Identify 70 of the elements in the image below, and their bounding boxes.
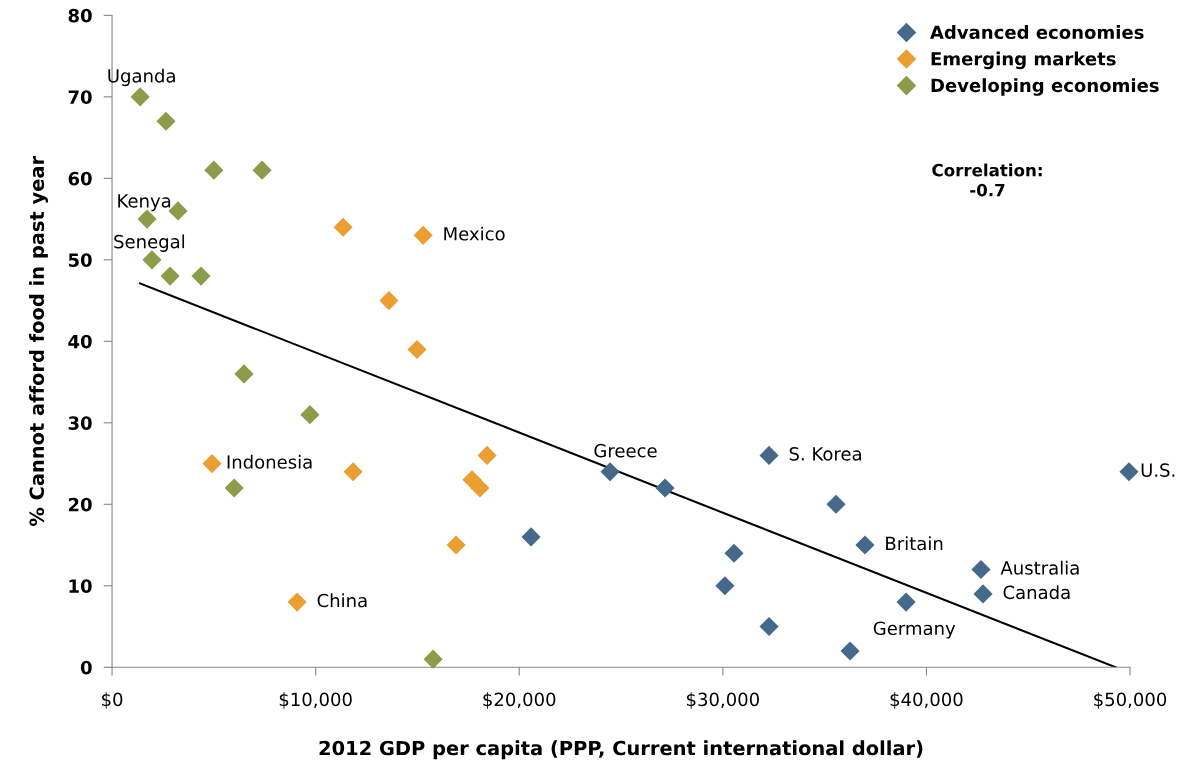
x-tick-label: $40,000 — [890, 692, 963, 709]
legend-label: Developing economies — [931, 78, 1159, 96]
point — [333, 217, 353, 237]
x-tick-label: $10,000 — [279, 692, 352, 709]
annotation: Correlation: -0.7 — [932, 163, 1042, 197]
y-tick-label: 80 — [68, 8, 92, 23]
y-axis-title: % Cannot afford food in past year — [29, 155, 49, 527]
point — [191, 266, 211, 286]
annotation: China — [317, 593, 367, 608]
point — [655, 478, 675, 498]
y-tick-label: 50 — [68, 253, 92, 267]
point — [470, 478, 490, 498]
point — [1119, 462, 1139, 482]
point — [379, 291, 399, 311]
point — [168, 201, 188, 221]
point — [600, 462, 620, 482]
y-tick-label: 60 — [68, 171, 92, 186]
annotation: Indonesia — [227, 454, 312, 469]
annotation: Uganda — [108, 68, 175, 87]
point — [521, 527, 541, 547]
point — [971, 559, 991, 580]
point — [142, 250, 162, 270]
x-tick-label: $50,000 — [1094, 692, 1167, 709]
y-tick-label: 40 — [68, 334, 92, 349]
point — [423, 649, 443, 669]
legend-label: Emerging markets — [931, 51, 1116, 70]
point — [724, 543, 744, 563]
point — [759, 616, 779, 637]
point — [160, 266, 180, 286]
point — [300, 405, 320, 425]
point — [204, 160, 224, 180]
annotation: Senegal — [114, 234, 185, 252]
point — [759, 445, 779, 465]
point — [446, 535, 466, 555]
y-tick-label: 20 — [68, 497, 92, 512]
x-tick-label: $20,000 — [483, 692, 556, 709]
point — [156, 111, 176, 131]
point — [287, 592, 307, 612]
annotation: S. Korea — [789, 446, 861, 461]
point — [855, 535, 875, 555]
annotation: Mexico — [444, 226, 505, 241]
point — [202, 453, 222, 474]
point — [896, 592, 916, 612]
point — [413, 225, 433, 245]
annotation: Australia — [1000, 560, 1079, 575]
annotation: Greece — [594, 443, 657, 458]
point — [224, 478, 244, 498]
y-tick-label: 10 — [69, 579, 92, 593]
annotation: Kenya — [118, 194, 171, 212]
point — [407, 339, 427, 360]
point — [130, 87, 150, 107]
y-tick-label: 70 — [68, 90, 92, 104]
point — [477, 445, 497, 465]
point — [973, 584, 993, 604]
annotation: Germany — [873, 621, 956, 639]
point — [234, 364, 254, 384]
point — [343, 462, 363, 482]
point — [252, 160, 272, 180]
x-axis-title: 2012 GDP per capita (PPP, Current international dollar) — [319, 740, 923, 760]
x-tick-label: $30,000 — [686, 692, 759, 709]
annotation: Canada — [1003, 585, 1070, 600]
annotation: Britain — [886, 536, 943, 551]
x-tick-label: $0 — [102, 692, 123, 709]
point — [826, 494, 846, 514]
point — [715, 576, 735, 596]
y-tick-label: 0 — [80, 660, 92, 675]
legend-label: Advanced economies — [930, 25, 1144, 40]
y-tick-label: 30 — [68, 416, 92, 430]
annotation: U.S. — [1141, 463, 1175, 477]
point — [840, 641, 860, 661]
